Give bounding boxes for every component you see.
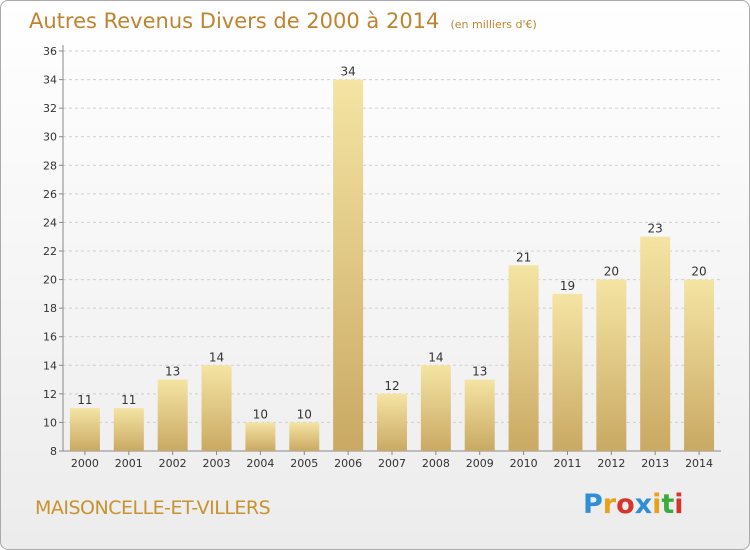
x-tick-label: 2011 — [553, 457, 581, 470]
bar — [684, 279, 715, 451]
y-tick-label: 26 — [43, 188, 57, 201]
y-tick-label: 24 — [43, 216, 57, 229]
bar — [377, 393, 407, 451]
data-label: 23 — [648, 222, 663, 236]
y-tick-label: 28 — [43, 159, 57, 172]
y-tick-label: 34 — [43, 74, 57, 87]
logo-letter: i — [652, 489, 662, 520]
x-tick-label: 2001 — [115, 457, 143, 470]
bar — [157, 379, 188, 451]
logo-letter: x — [634, 489, 653, 520]
y-tick-label: 36 — [43, 45, 57, 58]
data-label: 11 — [121, 393, 136, 407]
bar — [420, 365, 451, 451]
y-tick-label: 14 — [43, 359, 57, 372]
data-label: 14 — [209, 350, 224, 364]
x-tick-label: 2004 — [246, 457, 274, 470]
data-label: 10 — [297, 407, 312, 421]
y-tick-label: 18 — [43, 302, 57, 315]
chart-title: Autres Revenus Divers de 2000 à 2014 — [29, 9, 440, 33]
bar — [596, 279, 627, 451]
data-label: 34 — [340, 65, 355, 79]
x-tick-label: 2008 — [422, 457, 450, 470]
x-tick-label: 2014 — [685, 457, 713, 470]
y-tick-label: 10 — [43, 416, 57, 429]
x-tick-label: 2002 — [159, 457, 187, 470]
x-tick-label: 2005 — [290, 457, 318, 470]
bar — [201, 365, 232, 451]
logo-letter: P — [583, 489, 603, 520]
x-tick-label: 2006 — [334, 457, 362, 470]
x-tick-label: 2012 — [597, 457, 625, 470]
data-label: 21 — [516, 250, 531, 264]
title-row: Autres Revenus Divers de 2000 à 2014 (en… — [29, 9, 537, 33]
data-label: 13 — [472, 365, 487, 379]
bar — [552, 293, 583, 451]
x-tick-label: 2013 — [641, 457, 669, 470]
data-label: 12 — [384, 379, 399, 393]
data-label: 14 — [428, 350, 443, 364]
x-tick-label: 2003 — [203, 457, 231, 470]
x-tick-label: 2007 — [378, 457, 406, 470]
x-tick-label: 2000 — [71, 457, 99, 470]
y-tick-label: 12 — [43, 388, 57, 401]
logo-letter: t — [661, 489, 675, 520]
x-tick-label: 2009 — [466, 457, 494, 470]
chart-subtitle: (en milliers d'€) — [450, 18, 537, 31]
y-tick-label: 22 — [43, 245, 57, 258]
data-label: 20 — [691, 265, 706, 279]
bar — [245, 422, 276, 451]
data-label: 10 — [253, 407, 268, 421]
bar — [69, 408, 100, 451]
commune-name: MAISONCELLE-ET-VILLERS — [35, 497, 271, 519]
labels: 8 10 12 14 16 18 20 22 24 26 28 30 32 34 36 11 2000 11 200… — [43, 45, 713, 470]
y-tick-label: 32 — [43, 102, 57, 115]
y-tick-label: 30 — [43, 131, 57, 144]
data-label: 13 — [165, 365, 180, 379]
x-tick-label: 2010 — [510, 457, 538, 470]
proxiti-logo: Proxiti — [583, 489, 684, 520]
logo-letter: r — [602, 489, 617, 520]
logo-letter: i — [674, 489, 684, 520]
bar — [289, 422, 320, 451]
y-tick-label: 16 — [43, 331, 57, 344]
logo-letter: o — [616, 489, 635, 520]
data-label: 11 — [77, 393, 92, 407]
y-tick-label: 20 — [43, 274, 57, 287]
y-tick-label: 8 — [50, 445, 57, 458]
bar — [508, 265, 539, 451]
bar — [113, 408, 144, 451]
bars — [69, 79, 715, 452]
bar — [464, 379, 495, 451]
bar — [640, 236, 671, 451]
data-label: 19 — [560, 279, 575, 293]
bar — [333, 79, 364, 452]
data-label: 20 — [604, 265, 619, 279]
